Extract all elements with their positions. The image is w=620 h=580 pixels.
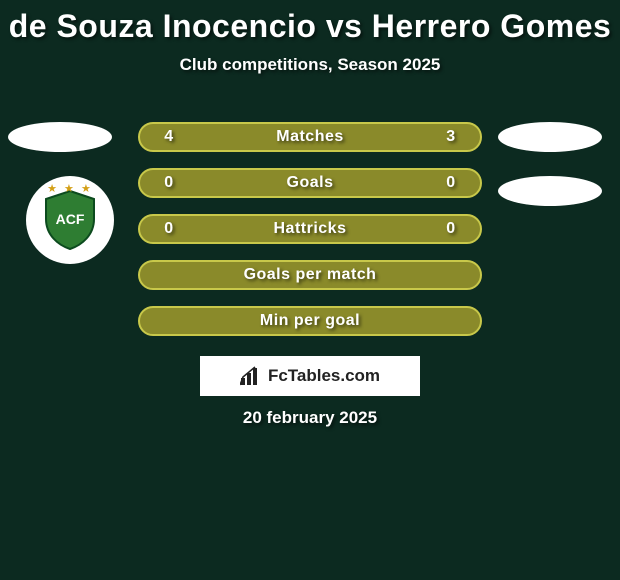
stat-left-value: 0: [154, 220, 184, 238]
badge-stars-icon: ★ ★ ★: [47, 182, 93, 195]
player2-placeholder-ellipse-2: [498, 176, 602, 206]
stat-label: Goals: [184, 174, 436, 192]
stat-left-value: 0: [154, 174, 184, 192]
subtitle: Club competitions, Season 2025: [0, 55, 620, 75]
player2-placeholder-ellipse-1: [498, 122, 602, 152]
page-title: de Souza Inocencio vs Herrero Gomes: [0, 0, 620, 45]
stat-left-value: 4: [154, 128, 184, 146]
club-badge: ★ ★ ★ ACF: [26, 176, 114, 264]
stat-right-value: 0: [436, 220, 466, 238]
stat-right-value: 0: [436, 174, 466, 192]
stat-row: Goals per match: [138, 260, 482, 290]
stat-rows: 4Matches30Goals00Hattricks0Goals per mat…: [138, 122, 482, 352]
stat-row: 0Goals0: [138, 168, 482, 198]
watermark-text: FcTables.com: [268, 366, 380, 386]
stat-right-value: 3: [436, 128, 466, 146]
shield-icon: ACF: [42, 189, 98, 251]
player1-placeholder-ellipse: [8, 122, 112, 152]
stat-label: Hattricks: [184, 220, 436, 238]
bar-chart-icon: [240, 366, 262, 386]
stat-label: Matches: [184, 128, 436, 146]
stat-row: 0Hattricks0: [138, 214, 482, 244]
shield-text: ACF: [56, 211, 85, 227]
stat-label: Goals per match: [184, 266, 436, 284]
comparison-card: de Souza Inocencio vs Herrero Gomes Club…: [0, 0, 620, 580]
stat-row: 4Matches3: [138, 122, 482, 152]
stat-row: Min per goal: [138, 306, 482, 336]
stat-label: Min per goal: [184, 312, 436, 330]
watermark: FcTables.com: [200, 356, 420, 396]
date: 20 february 2025: [0, 408, 620, 428]
